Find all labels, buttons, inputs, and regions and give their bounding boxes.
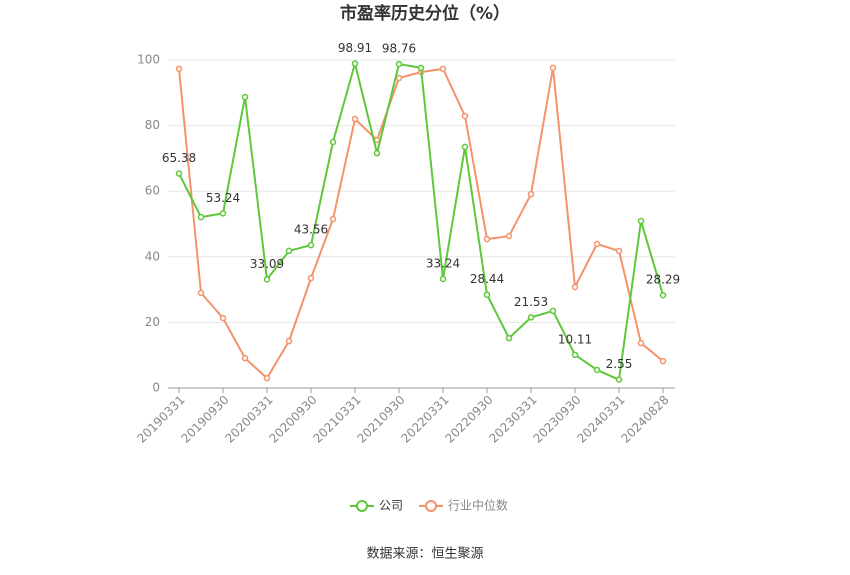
legend-label: 行业中位数 <box>448 498 508 513</box>
data-point <box>329 138 337 146</box>
data-point <box>175 65 183 73</box>
data-point <box>439 65 447 73</box>
data-point <box>175 170 183 177</box>
data-point <box>439 275 447 283</box>
data-point <box>395 74 403 82</box>
data-point <box>527 314 535 321</box>
data-point <box>659 291 667 299</box>
data-point <box>241 354 249 362</box>
data-point <box>505 232 513 240</box>
data-point <box>307 241 315 249</box>
y-tick-label: 20 <box>145 315 160 329</box>
data-point <box>637 339 645 347</box>
data-point <box>263 276 271 283</box>
y-tick-label: 100 <box>137 53 160 67</box>
data-point <box>637 217 645 225</box>
y-tick-label: 60 <box>145 184 160 198</box>
data-point <box>373 136 381 144</box>
data-label: 98.91 <box>338 41 372 55</box>
y-tick-label: 0 <box>152 381 160 395</box>
data-point <box>197 289 205 297</box>
data-label: 28.44 <box>470 272 504 286</box>
data-point <box>527 190 535 198</box>
data-label: 65.38 <box>162 151 196 165</box>
data-point <box>659 357 667 365</box>
data-point <box>307 274 315 282</box>
data-point <box>483 291 491 298</box>
x-tick-label: 20240828 <box>619 393 672 446</box>
data-point <box>285 337 293 345</box>
data-point <box>615 247 623 255</box>
data-label: 33.24 <box>426 256 460 270</box>
data-point <box>351 60 359 67</box>
data-point <box>549 64 557 72</box>
data-point <box>549 307 557 315</box>
legend-marker <box>425 500 438 512</box>
data-point <box>417 64 425 72</box>
data-point <box>461 143 469 151</box>
data-point <box>461 112 469 120</box>
legend-label: 公司 <box>379 499 403 513</box>
data-label: 28.29 <box>646 273 680 287</box>
data-point <box>219 314 227 322</box>
data-point <box>219 210 227 217</box>
data-point <box>593 240 601 248</box>
data-point <box>285 247 293 255</box>
data-point <box>241 93 249 101</box>
data-label: 21.53 <box>514 295 548 309</box>
data-point <box>571 283 579 291</box>
data-label: 33.09 <box>250 257 284 271</box>
data-point <box>395 60 403 68</box>
data-point <box>329 215 337 223</box>
data-point <box>505 334 513 342</box>
y-tick-label: 80 <box>145 118 160 132</box>
data-label: 2.55 <box>606 357 633 371</box>
data-label: 53.24 <box>206 191 240 205</box>
data-point <box>197 213 205 221</box>
source-note: 数据来源：恒生聚源 <box>366 547 483 562</box>
y-tick-label: 40 <box>145 249 160 263</box>
chart-title: 市盈率历史分位（%） <box>340 3 510 24</box>
data-label: 98.76 <box>382 42 416 56</box>
data-point <box>593 366 601 374</box>
data-point <box>373 149 381 157</box>
data-point <box>483 235 491 243</box>
data-label: 10.11 <box>558 332 592 346</box>
data-point <box>571 351 579 359</box>
data-point <box>615 376 623 383</box>
data-point <box>263 374 271 382</box>
legend-marker <box>356 500 368 512</box>
data-label: 43.56 <box>294 223 328 237</box>
data-point <box>351 115 359 123</box>
